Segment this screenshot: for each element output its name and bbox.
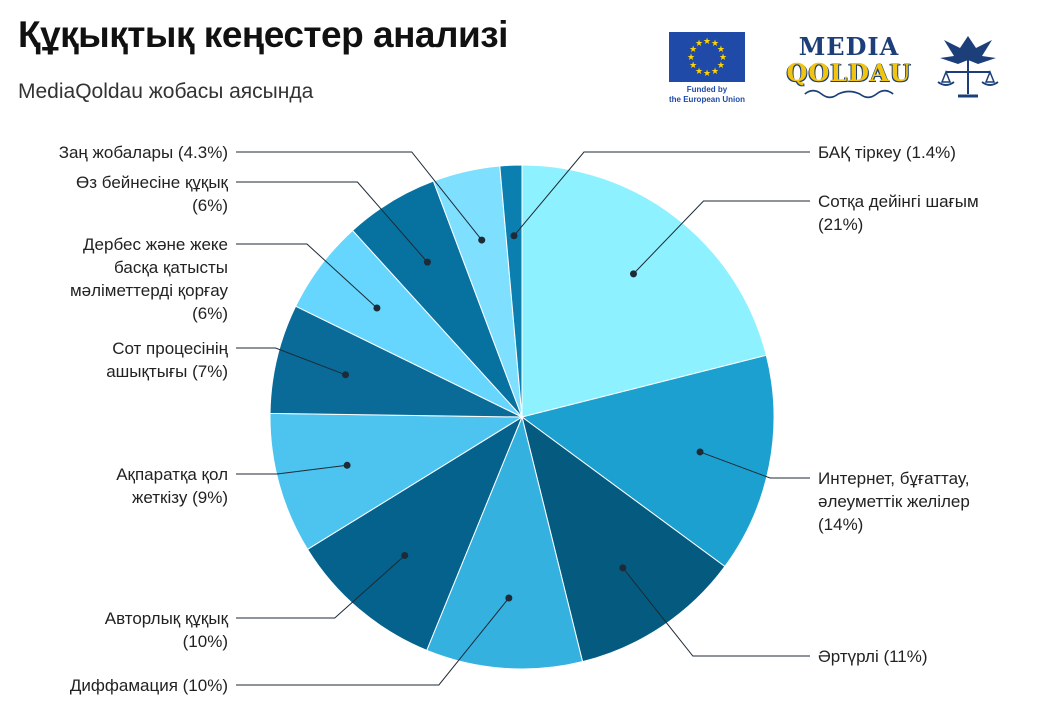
pie-slice[interactable] [269,305,523,418]
eu-star-icon: ★ [703,68,711,78]
leader-line [236,347,346,376]
eu-star-icon: ★ [689,60,697,70]
slice-label: Әртүрлі (11%) [818,647,928,666]
eu-star-icon: ★ [717,44,725,54]
media-qoldau-word-media: MEDIA [798,32,900,61]
slice-label: Ақпаратқа қол жеткізу (9%) [116,465,228,507]
slice-label: Дербес және жеке басқа қатысты мәліметтерд… [70,235,229,323]
slice-label: Авторлық құқық (10%) [105,609,229,651]
eu-flag-icon: ★ ★ ★ ★ ★ ★ ★ ★ ★ ★ ★ ★ [669,32,745,82]
pie-slice[interactable] [499,164,523,418]
slice-label: Сотқа дейінгі шағым (21%) [818,192,979,234]
eu-star-icon: ★ [711,66,719,76]
leader-line [699,451,810,479]
slice-label: Диффамация (10%) [70,676,228,695]
leader-line [236,181,428,263]
eu-star-icon: ★ [695,38,703,48]
pie-slice[interactable] [520,354,775,568]
pie-slice[interactable] [426,415,584,670]
slice-label: БАҚ тіркеу (1.4%) [818,143,956,162]
eu-star-icon: ★ [689,44,697,54]
page-title: Құқықтық кеңестер анализі [18,14,508,55]
pie-slice[interactable] [521,415,726,663]
eu-star-icon: ★ [687,52,695,62]
eu-star-icon: ★ [711,38,719,48]
leader-line [236,464,348,475]
eu-caption-line2: the European Union [669,95,745,104]
pie-slice[interactable] [306,415,524,651]
leader-line [622,567,810,657]
eu-funding-logo: ★ ★ ★ ★ ★ ★ ★ ★ ★ ★ ★ ★ Funded by the European Unio… [662,32,752,105]
eu-star-icon: ★ [719,52,727,62]
page-subtitle: MediaQoldau жобасы аясында [18,80,314,103]
eu-star-icon: ★ [717,60,725,70]
pie-slice[interactable] [269,412,524,551]
leader-line [236,597,510,686]
leader-line [236,555,406,619]
eu-star-icon: ★ [695,66,703,76]
eu-star-icon: ★ [703,36,711,46]
eu-caption-line1: Funded by [686,85,728,94]
slice-label: Заң жобалары (4.3%) [59,143,228,162]
slice-label: Интернет, бұғаттау, әлеуметтік желілер (14… [818,469,970,534]
leader-line [633,200,810,275]
pie-slice[interactable] [521,164,767,418]
leader-line [513,151,810,237]
media-qoldau-word-qoldau: QOLDAU [786,58,912,87]
bird-scales-emblem-icon [937,36,999,98]
leader-line [236,243,378,309]
media-qoldau-logo: MEDIA QOLDAU [786,34,912,104]
slice-label: Өз бейнесіне құқық (6%) [76,173,229,215]
slice-label: Сот процесінің ашықтығы (7%) [106,339,228,381]
leader-line [236,151,483,241]
ornament-icon [804,89,894,99]
